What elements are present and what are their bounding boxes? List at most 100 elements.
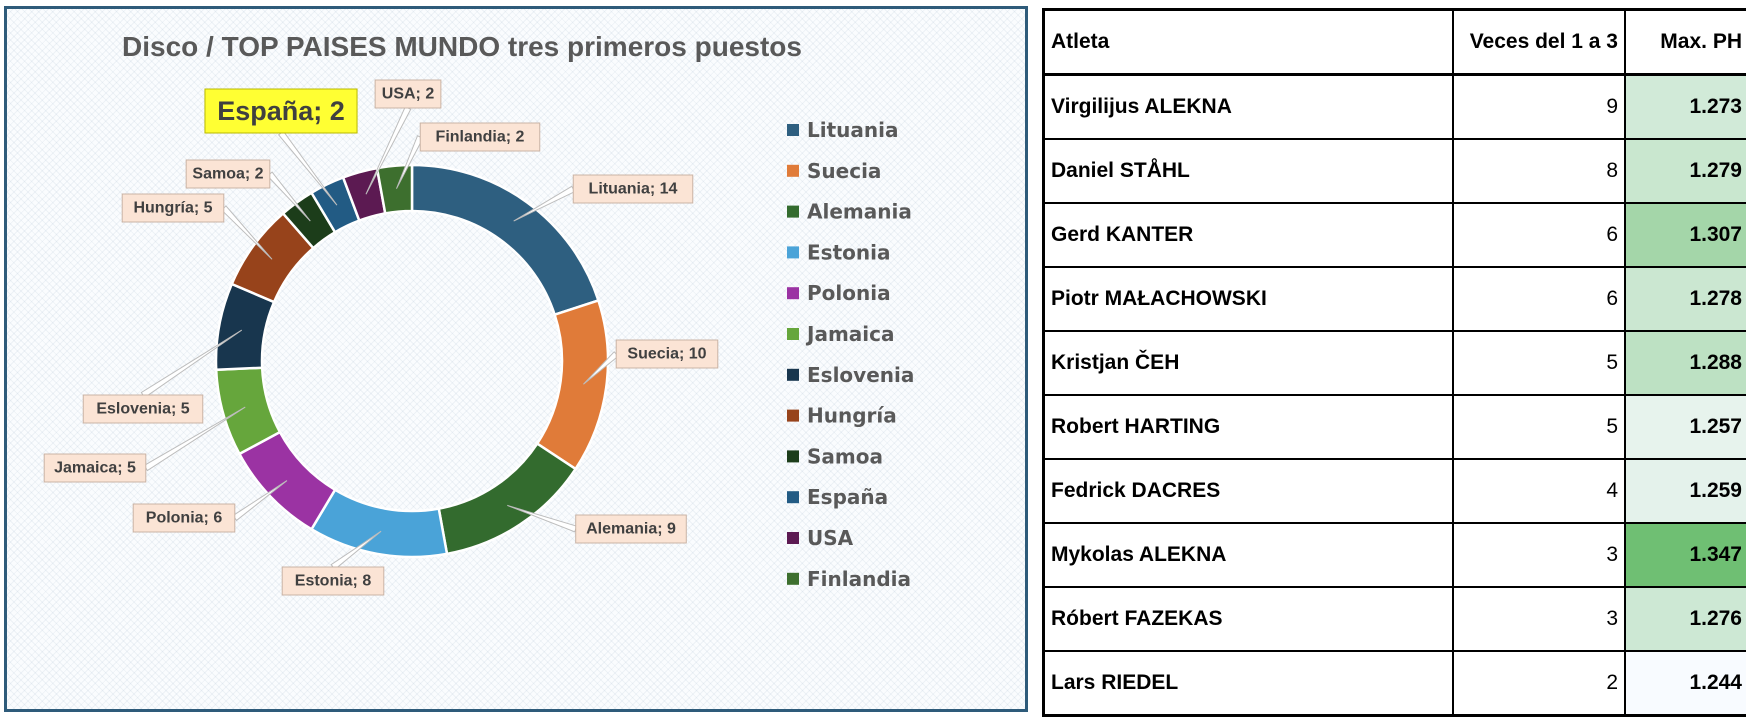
cell-athlete: Gerd KANTER [1042,202,1454,268]
table-row: Mykolas ALEKNA 3 1.347 [1042,522,1746,588]
cell-athlete: Kristjan ČEH [1042,330,1454,396]
cell-count: 9 [1452,73,1626,140]
legend-label-lituania: Lituania [807,118,898,142]
data-label-polonia: Polonia; 6 [146,510,223,527]
legend-label-samoa: Samoa [807,444,883,468]
cell-count: 8 [1452,138,1626,204]
table-row: Lars RIEDEL 2 1.244 [1042,650,1746,717]
cell-max-ph: 1.259 [1624,458,1746,524]
data-label-hungria: Hungría; 5 [133,200,212,217]
data-label-finlandia: Finlandia; 2 [436,129,525,146]
legend-label-eslovenia: Eslovenia [807,363,914,387]
legend-label-alemania: Alemania [807,200,912,224]
legend-swatch-polonia [787,287,799,300]
table-body: Virgilijus ALEKNA 9 1.273 Daniel STÅHL 8 1.27… [1042,73,1746,717]
chart-title: Disco / TOP PAISES MUNDO tres primeros p… [122,31,802,62]
table-row: Kristjan ČEH 5 1.288 [1042,330,1746,396]
header-count: Veces del 1 a 3 [1452,8,1626,76]
legend-swatch-eslovenia [787,368,799,381]
cell-count: 2 [1452,650,1626,717]
table-row: Róbert FAZEKAS 3 1.276 [1042,586,1746,652]
data-label-eslovenia: Eslovenia; 5 [96,401,189,418]
cell-max-ph: 1.276 [1624,586,1746,652]
data-label-alemania: Alemania; 9 [586,521,676,538]
legend-label-suecia: Suecia [807,159,881,183]
legend-swatch-hungria [787,409,799,422]
cell-count: 6 [1452,202,1626,268]
data-label-jamaica: Jamaica; 5 [54,460,136,477]
cell-athlete: Robert HARTING [1042,394,1454,460]
cell-athlete: Daniel STÅHL [1042,138,1454,204]
table-row: Fedrick DACRES 4 1.259 [1042,458,1746,524]
legend-swatch-samoa [787,450,799,463]
data-label-estonia: Estonia; 8 [295,573,372,590]
legend-swatch-lituania [787,124,799,136]
slice-estonia [309,488,449,559]
cell-athlete: Piotr MAŁACHOWSKI [1042,266,1454,332]
data-label-box-alemania [575,514,687,544]
cell-max-ph: 1.279 [1624,138,1746,204]
slice-alemania [437,441,578,556]
legend-label-usa: USA [807,526,854,550]
legend-swatch-alemania [787,205,799,218]
cell-count: 5 [1452,330,1626,396]
table-header-row: Atleta Veces del 1 a 3 Max. PH [1042,8,1746,76]
cell-count: 3 [1452,586,1626,652]
cell-athlete: Virgilijus ALEKNA [1042,73,1454,140]
data-label-samoa: Samoa; 2 [192,166,263,183]
cell-athlete: Róbert FAZEKAS [1042,586,1454,652]
legend-swatch-jamaica [787,328,799,340]
header-athlete: Atleta [1042,8,1454,76]
cell-max-ph: 1.244 [1624,650,1746,717]
data-label-box-eslovenia [82,394,204,424]
data-label-box-suecia [615,339,719,369]
cell-count: 4 [1452,458,1626,524]
table-row: Virgilijus ALEKNA 9 1.273 [1042,73,1746,140]
legend-label-jamaica: Jamaica [805,322,894,346]
cell-max-ph: 1.288 [1624,330,1746,396]
chart-panel: Disco / TOP PAISES MUNDO tres primeros p… [4,6,1028,712]
cell-athlete: Mykolas ALEKNA [1042,522,1454,588]
labels-layer: Lituania; 14 Suecia; 10 Alemania; 9 Estonia… [43,79,719,596]
data-label-box-finlandia [419,122,541,152]
doughnut-chart: Lituania; 14 Suecia; 10 Alemania; 9 Estonia… [43,79,914,596]
legend-label-hungria: Hungría [807,404,897,428]
cell-count: 6 [1452,266,1626,332]
data-label-box-espana [204,88,358,134]
legend-label-espana: España [807,485,888,509]
data-label-box-jamaica [43,453,147,483]
legend-swatch-finlandia [787,572,799,585]
cell-max-ph: 1.257 [1624,394,1746,460]
legend-swatch-estonia [787,246,799,259]
data-label-espana: España; 2 [217,96,345,126]
data-label-usa: USA; 2 [382,86,435,103]
cell-athlete: Fedrick DACRES [1042,458,1454,524]
legend-label-estonia: Estonia [807,240,890,264]
legend-swatch-suecia [787,164,799,177]
table-row: Piotr MAŁACHOWSKI 6 1.278 [1042,266,1746,332]
athlete-table: Atleta Veces del 1 a 3 Max. PH Virgiliju… [1042,8,1746,717]
cell-max-ph: 1.273 [1624,73,1746,140]
legend-label-polonia: Polonia [807,281,891,305]
cell-count: 3 [1452,522,1626,588]
legend-swatch-usa [787,532,799,544]
slice-finlandia [375,163,414,215]
table-row: Gerd KANTER 6 1.307 [1042,202,1746,268]
cell-max-ph: 1.278 [1624,266,1746,332]
table-row: Daniel STÅHL 8 1.279 [1042,138,1746,204]
slice-suecia [535,298,610,471]
data-label-box-estonia [281,566,385,596]
data-label-box-hungria [121,193,225,223]
data-label-lituania: Lituania; 14 [589,181,678,198]
cell-count: 5 [1452,394,1626,460]
legend-swatch-espana [787,491,799,504]
data-label-box-samoa [185,159,271,189]
legend-label-finlandia: Finlandia [807,567,911,591]
cell-max-ph: 1.347 [1624,522,1746,588]
legend: Lituania Suecia Alemania Estonia Polonia Jama… [787,118,914,591]
data-label-box-lituania [572,174,694,204]
header-max-ph: Max. PH [1624,8,1746,76]
cell-max-ph: 1.307 [1624,202,1746,268]
cell-athlete: Lars RIEDEL [1042,650,1454,717]
data-label-box-usa [374,79,442,109]
